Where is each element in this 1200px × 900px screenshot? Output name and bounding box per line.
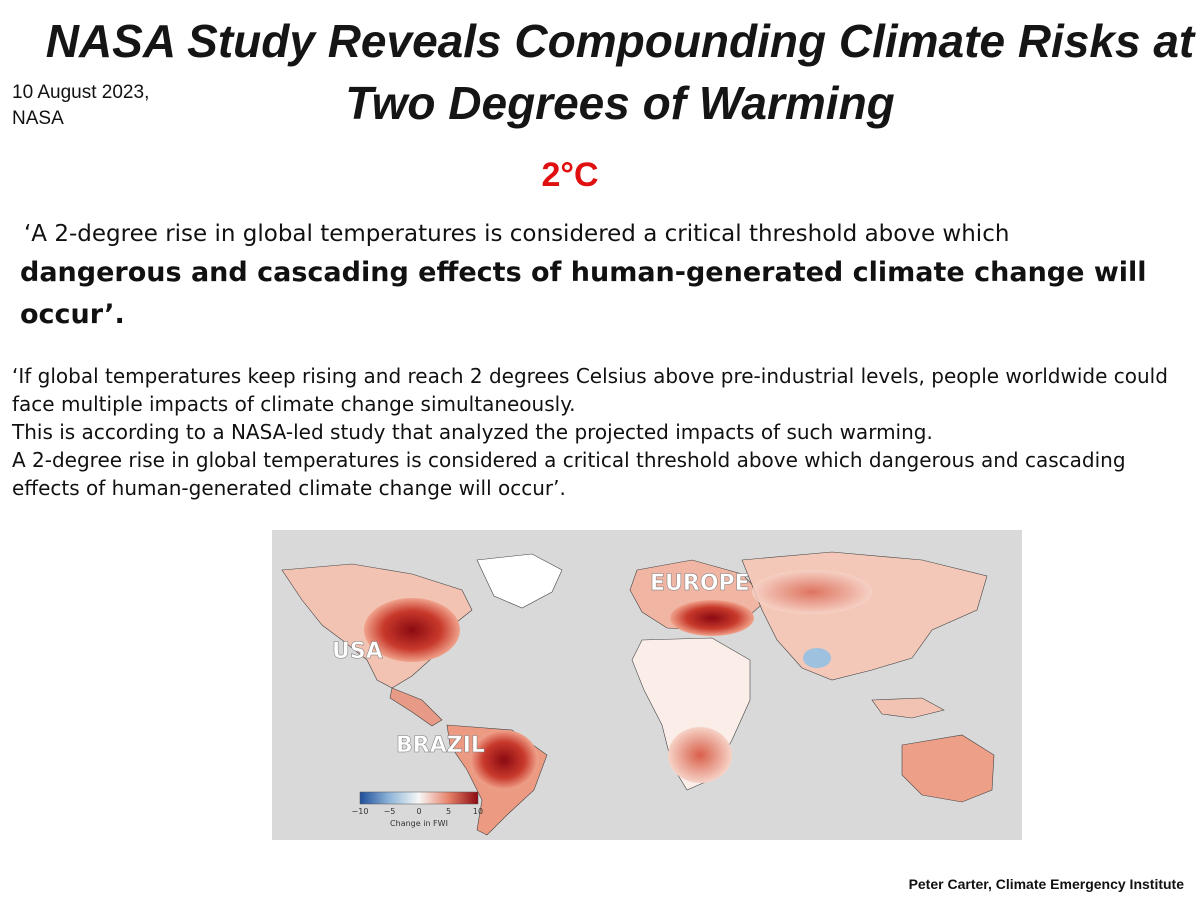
excerpt-line: This is according to a NASA-led study th… (12, 420, 933, 444)
central-america-landmass (389, 687, 443, 727)
maritime-asia-landmass (871, 697, 945, 719)
colorbar-tick: 5 (446, 807, 451, 816)
page-title: NASA Study Reveals Compounding Climate R… (45, 15, 1195, 129)
colorbar-tick: 10 (473, 807, 483, 816)
source-citation: 10 August 2023, NASA (12, 80, 149, 132)
region-label-europe: EUROPE (650, 571, 750, 596)
usa-hotspot (364, 598, 460, 662)
colorbar-label: Change in FWI (390, 819, 448, 828)
asia-landmass (741, 551, 988, 681)
fire-weather-map: USA EUROPE BRAZIL −10 −5 0 5 10 Change i… (272, 530, 1022, 840)
excerpt-line: ‘If global temperatures keep rising and … (12, 364, 1168, 416)
key-quote: ‘A 2-degree rise in global temperatures … (20, 216, 1190, 336)
excerpt-line: A 2-degree rise in global temperatures i… (12, 448, 1126, 500)
region-label-usa: USA (332, 639, 383, 664)
warming-threshold-label: 2°C (541, 156, 599, 194)
colorbar-tick: −5 (384, 807, 396, 816)
australia-landmass (901, 734, 995, 803)
india-cool-patch (803, 648, 831, 668)
colorbar-tick: 0 (416, 807, 421, 816)
central-asia-warm (752, 570, 872, 614)
region-label-brazil: BRAZIL (396, 733, 485, 758)
quote-plain-text: ‘A 2-degree rise in global temperatures … (24, 221, 1010, 247)
brazil-hotspot (470, 730, 538, 790)
colorbar-tick: −10 (352, 807, 369, 816)
article-excerpt: ‘If global temperatures keep rising and … (12, 362, 1192, 502)
quote-bold-text: dangerous and cascading effects of human… (20, 257, 1147, 330)
southern-africa-warm (668, 727, 732, 783)
world-map-graphic: USA EUROPE BRAZIL −10 −5 0 5 10 Change i… (281, 551, 995, 836)
colorbar-gradient (359, 791, 479, 805)
author-credit: Peter Carter, Climate Emergency Institut… (908, 876, 1184, 892)
source-org: NASA (12, 108, 64, 129)
quote-end-period: . (114, 299, 125, 330)
europe-hotspot (670, 600, 754, 636)
greenland-landmass (476, 553, 563, 609)
source-date: 10 August 2023, (12, 82, 150, 103)
